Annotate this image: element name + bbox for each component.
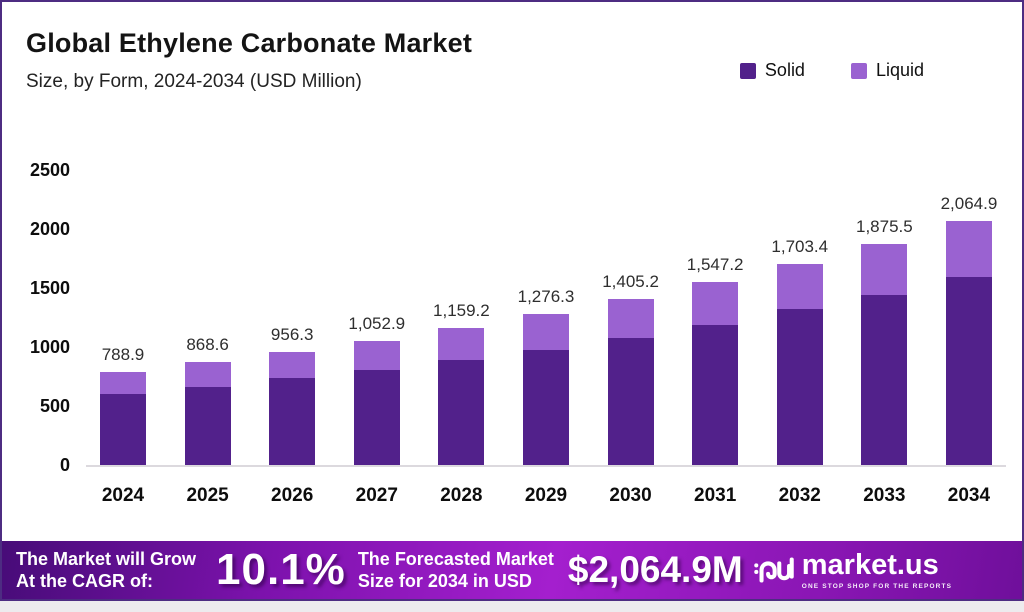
bar-group-2027: 1,052.9 2027 [348,152,405,506]
bar-total-label-2034: 2,064.9 [940,194,998,214]
cagr-caption-line1: The Market will Grow [16,548,197,569]
bar-total-label-2028: 1,159.2 [433,301,490,321]
chart-legend: Solid Liquid [739,60,924,81]
bar-group-2024: 788.9 2024 [100,152,146,506]
bar-segment-liquid-2027 [353,340,400,370]
bar-segment-solid-2025 [184,387,231,465]
bar-group-2031: 1,547.2 2031 [687,152,744,506]
bar-segment-liquid-2033 [861,243,908,295]
stacked-bar-chart: 0 500 1000 1500 2000 2500 788.9 2024 868.6 2025 9… [2,152,1022,552]
x-tick-2027: 2027 [355,485,398,506]
y-tick-1000: 1000 [29,336,70,357]
x-tick-2024: 2024 [101,485,145,506]
bar-segment-liquid-2030 [607,299,654,338]
bar-total-label-2032: 1,703.4 [771,236,829,256]
marketus-brand: market.us ONE STOP SHOP FOR THE REPORTS [753,548,953,590]
bar-segment-solid-2027 [353,369,400,465]
bar-total-label-2033: 1,875.5 [855,216,913,236]
x-tick-2034: 2034 [947,485,991,506]
x-tick-2029: 2029 [524,485,568,506]
x-tick-2025: 2025 [186,485,229,506]
y-tick-500: 500 [39,395,70,416]
legend-item-liquid: Liquid [850,60,924,81]
forecast-value: $2,064.9M [567,549,743,590]
y-tick-1500: 1500 [29,277,70,298]
y-tick-0: 0 [59,455,70,475]
marketus-brand-text: market.us ONE STOP SHOP FOR THE REPORTS [801,548,953,590]
marketus-logo-icon [753,557,794,583]
page-title: Global Ethylene Carbonate Market [26,28,473,58]
bar-segment-solid-2031 [692,325,739,465]
bar-group-2029: 1,276.3 2029 [518,152,575,506]
x-tick-2026: 2026 [271,485,314,506]
bar-segment-liquid-2026 [269,352,316,379]
cagr-caption: The Market will Grow At the CAGR of: [16,548,196,593]
forecast-caption-line1: The Forecasted Market [357,548,554,569]
bar-group-2034: 2,064.9 2034 [941,152,998,506]
plot-area: 788.9 2024 868.6 2025 956.3 2026 1,052.9 2027 1,… [86,152,1006,506]
bar-group-2026: 956.3 2026 [269,152,316,506]
x-tick-2032: 2032 [778,485,821,506]
bar-segment-solid-2026 [269,378,316,465]
forecast-caption: The Forecasted Market Size for 2034 in U… [358,548,554,593]
legend-swatch-liquid-icon [850,62,867,79]
page-subtitle: Size, by Form, 2024-2034 (USD Million) [26,71,362,92]
bar-segment-liquid-2025 [184,362,231,387]
bar-total-label-2027: 1,052.9 [348,313,406,333]
x-tick-2030: 2030 [609,485,652,506]
bar-segment-liquid-2028 [438,328,485,361]
y-tick-2000: 2000 [29,218,70,239]
bar-segment-liquid-2034 [945,221,992,278]
bar-segment-liquid-2031 [692,282,739,325]
bar-segment-solid-2030 [607,337,654,465]
marketus-tagline: ONE STOP SHOP FOR THE REPORTS [801,582,953,590]
bar-total-label-2026: 956.3 [270,325,314,345]
bar-group-2030: 1,405.2 2030 [602,152,659,506]
bar-group-2033: 1,875.5 2033 [856,152,913,506]
bar-group-2025: 868.6 2025 [184,152,231,506]
bar-segment-solid-2024 [100,394,146,465]
cagr-value: 10.1% [216,545,346,594]
marketus-wordmark: market.us [801,548,939,581]
bar-segment-liquid-2029 [522,314,569,350]
legend-label-liquid: Liquid [875,60,924,80]
forecast-caption-line2: Size for 2034 in USD [357,571,532,591]
bar-total-label-2031: 1,547.2 [686,255,744,275]
bar-total-label-2030: 1,405.2 [602,272,659,292]
bar-segment-solid-2029 [522,349,569,465]
bar-segment-solid-2033 [861,294,908,465]
bar-segment-solid-2034 [945,277,992,465]
bar-total-label-2025: 868.6 [186,335,229,355]
bar-total-label-2024: 788.9 [101,344,145,364]
y-axis: 0 500 1000 1500 2000 2500 [18,152,70,475]
bar-segment-liquid-2024 [100,371,146,395]
y-tick-2500: 2500 [29,159,70,180]
x-tick-2028: 2028 [440,485,483,506]
legend-item-solid: Solid [739,60,805,81]
x-tick-2033: 2033 [863,485,906,506]
legend-swatch-solid-icon [739,62,756,79]
bar-group-2028: 1,159.2 2028 [433,152,490,506]
bar-group-2032: 1,703.4 2032 [771,152,828,506]
legend-label-solid: Solid [764,60,805,80]
x-tick-2031: 2031 [694,485,737,506]
bar-total-label-2029: 1,276.3 [517,287,575,307]
bar-segment-solid-2032 [776,309,823,465]
bar-segment-solid-2028 [438,360,485,465]
bar-segment-liquid-2032 [776,263,823,310]
bottom-banner: The Market will Grow At the CAGR of: 10.… [2,541,1022,599]
cagr-caption-line2: At the CAGR of: [16,571,153,591]
